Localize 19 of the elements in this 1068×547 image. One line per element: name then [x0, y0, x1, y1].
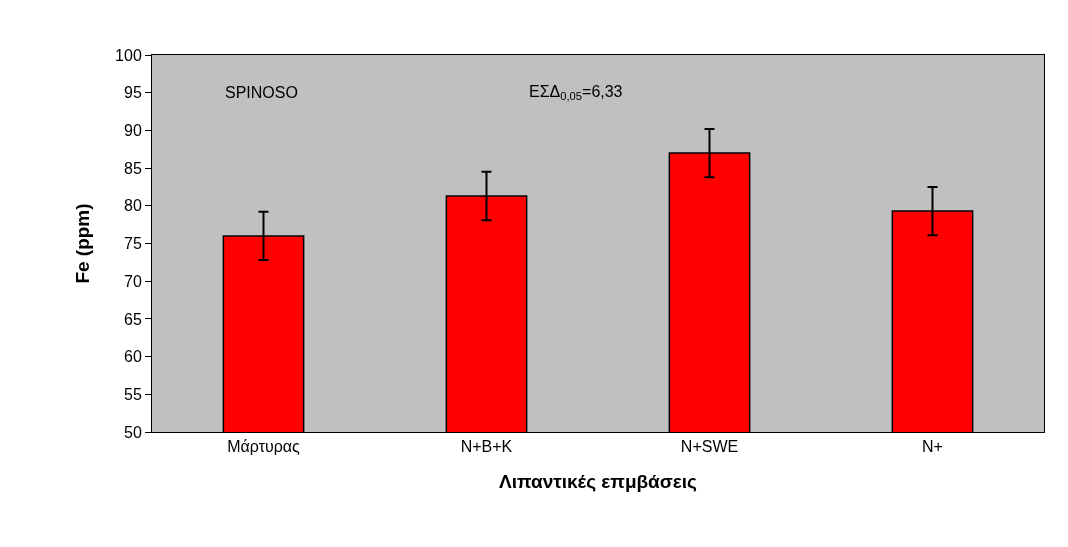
- y-tick-label: 90: [124, 122, 142, 139]
- annotation: SPINOSO: [225, 84, 298, 101]
- y-tick-label: 55: [124, 385, 142, 403]
- y-tick-label: 100: [115, 46, 142, 64]
- x-tick-label: N+SWE: [680, 438, 739, 456]
- x-tick-label: N+: [922, 438, 943, 456]
- y-tick-label: 60: [124, 348, 142, 366]
- y-tick-label: 80: [124, 197, 142, 215]
- y-tick-label: 75: [124, 235, 142, 253]
- y-tick-label: 85: [124, 159, 142, 177]
- x-tick-label: N+B+K: [460, 438, 513, 456]
- y-tick-label: 70: [124, 272, 142, 290]
- y-tick-label: 95: [124, 84, 142, 102]
- x-tick-label: Μάρτυρας: [227, 438, 301, 456]
- annotation: ΕΣΔ$_{0,05}$=6,33: [529, 83, 623, 103]
- x-axis-title: Λιπαντικές επμβάσεις: [499, 471, 698, 492]
- y-axis-title: Fe (ppm): [71, 203, 93, 284]
- y-tick-label: 65: [124, 310, 142, 328]
- y-tick-label: 50: [124, 423, 142, 441]
